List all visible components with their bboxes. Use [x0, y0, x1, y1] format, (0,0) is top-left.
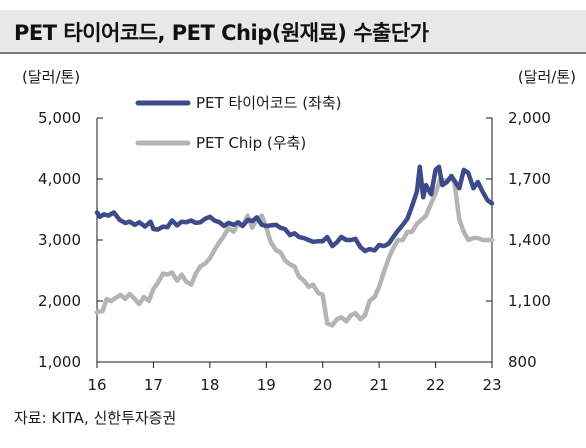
left-y-tick-label: 4,000	[38, 170, 81, 188]
right-y-tick-label: 1,400	[508, 231, 551, 249]
legend-label-tire-cord: PET 타이어코드 (좌축)	[196, 94, 342, 112]
right-y-tick-label: 1,700	[508, 170, 551, 188]
x-tick-label: 19	[257, 376, 276, 394]
source-note: 자료: KITA, 신한투자증권	[14, 409, 177, 427]
title-underline	[0, 52, 586, 54]
x-tick-label: 17	[144, 376, 163, 394]
right-y-tick-label: 2,000	[508, 109, 551, 127]
right-axis-unit: (달러/톤)	[517, 68, 576, 86]
x-tick-label: 22	[426, 376, 445, 394]
left-y-tick-label: 1,000	[38, 353, 81, 371]
legend-label-pet-chip: PET Chip (우축)	[196, 134, 306, 152]
x-tick-label: 16	[87, 376, 106, 394]
x-tick-label: 23	[482, 376, 501, 394]
left-y-tick-label: 2,000	[38, 292, 81, 310]
right-y-tick-label: 1,100	[508, 292, 551, 310]
left-y-tick-label: 3,000	[38, 231, 81, 249]
x-tick-label: 18	[200, 376, 219, 394]
right-y-tick-label: 800	[508, 353, 537, 371]
left-y-tick-label: 5,000	[38, 109, 81, 127]
left-axis-unit: (달러/톤)	[22, 68, 81, 86]
x-tick-label: 20	[313, 376, 332, 394]
chart-title: PET 타이어코드, PET Chip(원재료) 수출단가	[14, 21, 429, 45]
x-tick-label: 21	[370, 376, 389, 394]
series-line-tire-cord	[94, 164, 495, 254]
series-line-pet-chip	[94, 176, 495, 328]
title-bar	[0, 10, 586, 52]
